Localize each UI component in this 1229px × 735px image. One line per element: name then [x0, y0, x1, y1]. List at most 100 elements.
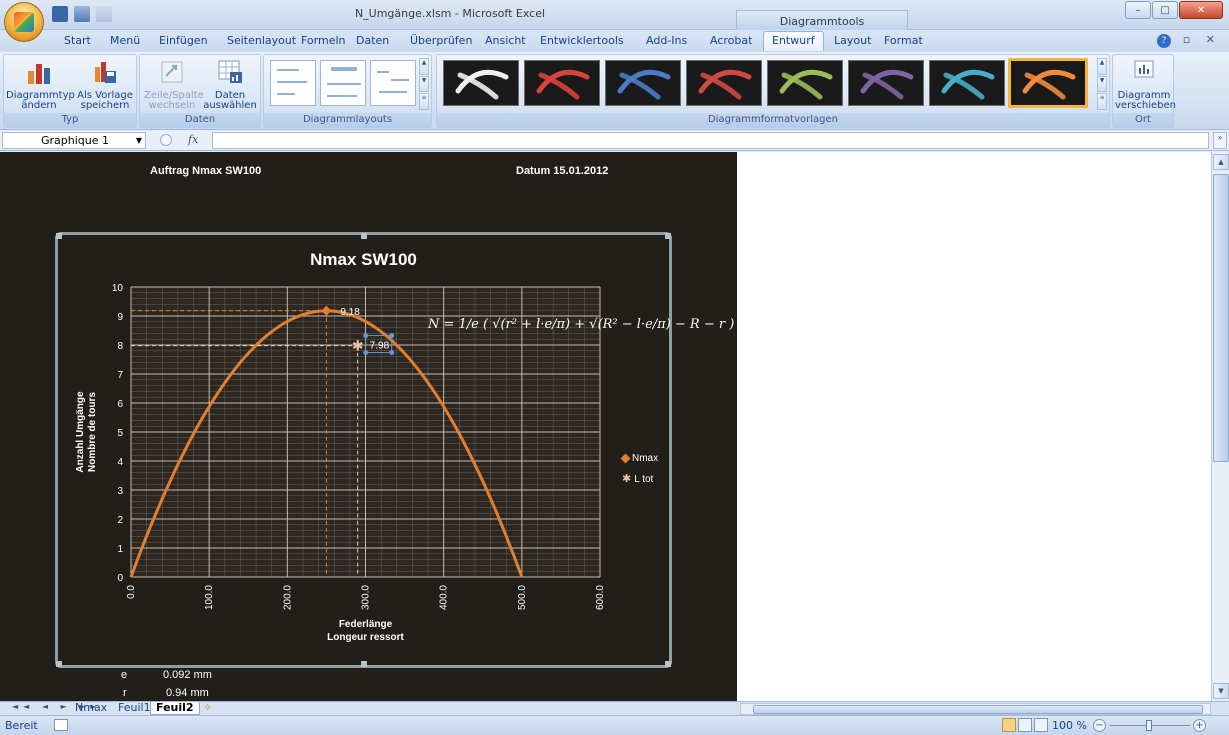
layouts-gallery-scroll[interactable]: ▲ ▼ ≡	[419, 58, 429, 111]
name-box[interactable]: Graphique 1 ▼	[2, 132, 146, 149]
tab-daten[interactable]: Daten	[356, 34, 390, 47]
tab-addins[interactable]: Add-Ins	[646, 34, 688, 47]
chart-legend[interactable]: Nmax ✱ L tot	[620, 453, 658, 495]
horizontal-scrollbar[interactable]	[740, 703, 1211, 715]
cell-value-e: 0.092 mm	[163, 669, 212, 681]
maximize-button[interactable]: □	[1152, 1, 1178, 19]
page-layout-view-button[interactable]	[1018, 718, 1032, 732]
resize-handle[interactable]	[361, 233, 367, 239]
x-tick-label: 0.0	[126, 585, 137, 599]
resize-handle[interactable]	[665, 233, 671, 239]
scroll-down-icon[interactable]: ▼	[1213, 683, 1229, 699]
chart-style-8[interactable]	[1008, 58, 1088, 108]
cancel-formula-icon[interactable]	[160, 134, 172, 146]
selection-handle	[389, 333, 395, 339]
chart-style-4[interactable]	[686, 60, 762, 106]
normal-view-button[interactable]	[1002, 718, 1016, 732]
zoom-in-button[interactable]: +	[1193, 719, 1206, 732]
zoom-out-button[interactable]: −	[1093, 719, 1106, 732]
tab-acrobat[interactable]: Acrobat	[710, 34, 753, 47]
name-box-dropdown-icon[interactable]: ▼	[135, 136, 142, 145]
resize-handle[interactable]	[361, 661, 367, 667]
chart-style-2[interactable]	[524, 60, 600, 106]
macro-record-icon[interactable]	[54, 719, 68, 731]
save-as-template-button[interactable]: Als Vorlage speichern	[74, 59, 136, 111]
insert-function-icon[interactable]: fx	[188, 133, 199, 146]
tab-ansicht[interactable]: Ansicht	[485, 34, 526, 47]
chart-layout-2[interactable]	[320, 60, 366, 106]
styles-gallery-scroll[interactable]: ▲ ▼ ≡	[1097, 58, 1107, 111]
help-icon[interactable]: ?	[1157, 34, 1171, 48]
select-data-button[interactable]: Daten auswählen	[202, 59, 258, 111]
tab-entwurf[interactable]: Entwurf	[763, 31, 824, 51]
resize-handle[interactable]	[56, 661, 62, 667]
chart-title[interactable]: Nmax SW100	[310, 250, 417, 269]
tab-ueberpruefen[interactable]: Überprüfen	[410, 34, 473, 47]
formula-input[interactable]	[212, 132, 1209, 149]
page-break-view-button[interactable]	[1034, 718, 1048, 732]
vertical-scroll-thumb[interactable]	[1213, 174, 1229, 462]
group-ort: Diagramm verschieben Ort	[1112, 54, 1176, 128]
y-tick-label: 10	[112, 283, 124, 294]
undo-icon[interactable]	[74, 6, 90, 22]
save-icon[interactable]	[52, 6, 68, 22]
tab-start[interactable]: Start	[64, 34, 91, 47]
y-tick-label: 8	[117, 341, 123, 352]
legend-item-nmax: Nmax	[620, 453, 658, 464]
zoom-slider-knob[interactable]	[1146, 720, 1152, 731]
sheet-tab-nmax[interactable]: Nmax	[75, 701, 108, 714]
tab-menu[interactable]: Menü	[110, 34, 141, 47]
ltot-label-selection	[365, 335, 393, 354]
formula-annotation: N = 1/e ( √(r² + l·e/π) + √(R² − l·e/π) …	[428, 317, 735, 332]
tab-formeln[interactable]: Formeln	[301, 34, 346, 47]
insert-sheet-icon[interactable]: ✧	[203, 701, 213, 714]
chart-style-1[interactable]	[443, 60, 519, 106]
x-tick-label: 200.0	[282, 585, 293, 610]
sheet-nav-arrows[interactable]: ◄◄ ◄ ► ►►	[12, 702, 102, 711]
resize-handle[interactable]	[56, 233, 62, 239]
group-label-typ: Typ	[4, 113, 136, 127]
zoom-level[interactable]: 100 %	[1052, 719, 1087, 732]
chart-layout-1[interactable]	[270, 60, 316, 106]
chart-object[interactable]: Nmax SW100 0 1 2 3 4 5 6 7 8 9 10 0.0 100.0 200.0 300.…	[55, 232, 734, 668]
redo-icon[interactable]	[96, 6, 112, 22]
resize-handle[interactable]	[665, 661, 671, 667]
tab-format[interactable]: Format	[884, 34, 923, 47]
change-chart-type-button[interactable]: Diagrammtyp ändern	[6, 59, 75, 111]
scroll-up-icon[interactable]: ▲	[1213, 154, 1229, 170]
close-button[interactable]: ✕	[1179, 1, 1223, 19]
cell-label-e: e	[121, 669, 128, 681]
empty-sheet-area[interactable]	[737, 152, 1211, 701]
group-label-layouts: Diagrammlayouts	[264, 113, 431, 127]
workbook-window-controls[interactable]: – ▫ ✕	[1161, 33, 1221, 46]
expand-formula-bar-icon[interactable]: »	[1213, 132, 1227, 149]
x-tick-label: 500.0	[517, 585, 528, 610]
selection-handle	[363, 333, 369, 339]
nmax-peak-label: 9.18	[340, 307, 360, 318]
switch-row-column-button[interactable]: Zeile/Spalte wechseln	[144, 59, 204, 111]
nmax-peak-marker	[321, 305, 332, 316]
tab-layout[interactable]: Layout	[834, 34, 872, 47]
chart-style-6[interactable]	[848, 60, 924, 106]
ltot-marker: ✱	[352, 339, 364, 355]
office-button[interactable]	[4, 2, 44, 42]
tab-entwicklertools[interactable]: Entwicklertools	[540, 34, 624, 47]
sheet-tab-feuil2[interactable]: Feuil2	[150, 702, 200, 715]
sheet-tab-feuil1[interactable]: Feuil1	[118, 701, 151, 714]
move-chart-button[interactable]: Diagramm verschieben	[1115, 59, 1176, 111]
chart-style-3[interactable]	[605, 60, 681, 106]
chart-layout-3[interactable]	[370, 60, 416, 106]
auftrag-cell: Auftrag Nmax SW100	[150, 165, 262, 177]
chart-type-icon	[28, 64, 50, 84]
minimize-button[interactable]: –	[1125, 1, 1151, 19]
cell-value-r: 0.94 mm	[166, 687, 209, 699]
cell-label-r: r	[123, 687, 127, 699]
vertical-scrollbar[interactable]: ▲ ▼	[1211, 152, 1229, 701]
chart-style-5[interactable]	[767, 60, 843, 106]
chart-style-7[interactable]	[929, 60, 1005, 106]
zoom-slider[interactable]	[1110, 720, 1190, 731]
tab-einfuegen[interactable]: Einfügen	[159, 34, 208, 47]
tab-seitenlayout[interactable]: Seitenlayout	[227, 34, 297, 47]
horizontal-scroll-thumb[interactable]	[753, 705, 1203, 714]
